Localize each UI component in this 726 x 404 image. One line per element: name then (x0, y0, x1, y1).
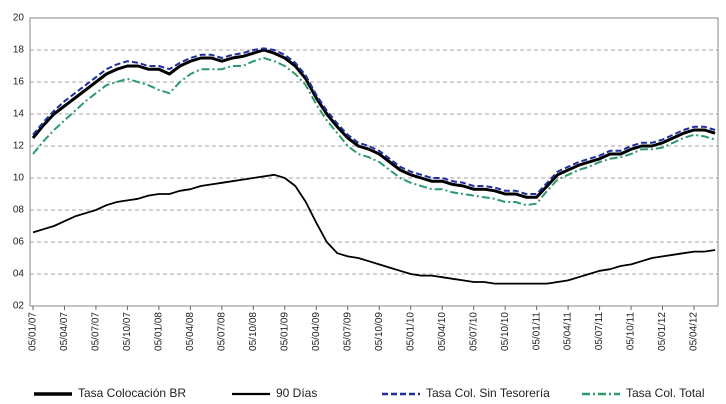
y-tick-label: 18 (13, 45, 25, 56)
x-tick-label: 05/10/10 (500, 312, 511, 351)
y-tick-label: 20 (13, 13, 25, 24)
x-tick-label: 05/07/10 (468, 312, 479, 351)
legend-label: Tasa Colocación BR (78, 386, 186, 400)
y-tick-label: 02 (13, 301, 25, 312)
x-tick-label: 05/07/11 (594, 312, 605, 351)
x-tick-label: 05/04/11 (563, 312, 574, 351)
series-line (32, 173, 716, 285)
x-tick-label: 05/10/11 (626, 312, 637, 351)
y-tick-label: 06 (13, 237, 25, 248)
y-tick-label: 10 (13, 173, 25, 184)
legend-label: 90 Días (276, 386, 317, 400)
y-tick-label: 08 (13, 205, 25, 216)
x-tick-label: 05/04/12 (689, 312, 700, 351)
x-tick-label: 05/07/09 (342, 312, 353, 351)
series-line (32, 47, 716, 195)
x-tick-label: 05/01/08 (154, 312, 165, 351)
x-tick-label: 05/01/07 (28, 312, 39, 351)
x-tick-label: 05/04/09 (311, 312, 322, 351)
x-tick-label: 05/01/12 (657, 312, 668, 351)
series-line (32, 57, 716, 207)
y-tick-label: 04 (13, 269, 25, 280)
x-tick-label: 05/01/11 (531, 312, 542, 351)
x-tick-label: 05/01/09 (279, 312, 290, 351)
y-tick-label: 12 (13, 141, 25, 152)
y-tick-label: 16 (13, 77, 25, 88)
x-tick-label: 05/10/07 (122, 312, 133, 351)
x-tick-label: 05/07/08 (217, 312, 228, 351)
y-tick-label: 14 (13, 109, 25, 120)
x-tick-label: 05/04/07 (59, 312, 70, 351)
x-tick-label: 05/07/07 (91, 312, 102, 351)
x-tick-label: 05/10/08 (248, 312, 259, 351)
x-tick-label: 05/10/09 (374, 312, 385, 351)
series-line (31, 48, 716, 199)
legend-label: Tasa Col. Total (626, 386, 705, 400)
x-tick-label: 05/04/10 (437, 312, 448, 351)
legend-label: Tasa Col. Sin Tesorería (426, 386, 550, 400)
x-tick-label: 05/04/08 (185, 312, 196, 351)
x-tick-label: 05/01/10 (405, 312, 416, 351)
